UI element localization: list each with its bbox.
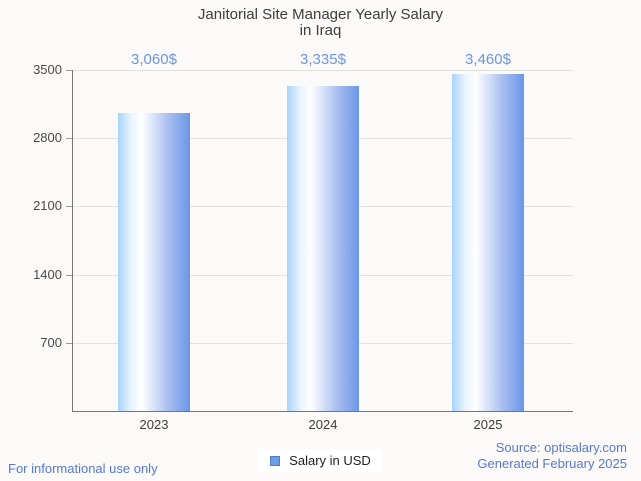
y-tick-label: 2800 — [33, 130, 62, 145]
x-axis-line — [72, 411, 573, 412]
x-tick-label: 2024 — [308, 417, 338, 432]
legend-swatch-icon — [270, 455, 281, 466]
legend: Salary in USD — [0, 449, 641, 472]
bar-value-label: 3,335$ — [300, 51, 346, 68]
legend-label: Salary in USD — [289, 453, 371, 468]
x-tick-label: 2025 — [473, 417, 503, 432]
chart-title: Janitorial Site Manager Yearly Salary in… — [0, 7, 641, 39]
y-tick-mark — [66, 275, 73, 276]
bar-value-label: 3,060$ — [131, 51, 177, 68]
chart-title-line1: Janitorial Site Manager Yearly Salary — [197, 6, 444, 23]
x-tick-label: 2023 — [139, 417, 169, 432]
generated-line: Generated February 2025 — [477, 456, 627, 471]
bar-2023[interactable] — [118, 113, 190, 411]
legend-item: Salary in USD — [258, 449, 383, 472]
y-axis-line — [72, 70, 73, 411]
y-tick-label: 700 — [40, 335, 62, 350]
disclaimer-text: For informational use only — [8, 461, 158, 476]
bar-2024[interactable] — [287, 86, 359, 411]
y-tick-mark — [66, 343, 73, 344]
chart-title-line2: in Iraq — [299, 22, 342, 39]
bar-value-label: 3,460$ — [465, 51, 511, 68]
y-tick-mark — [66, 138, 73, 139]
y-tick-label: 1400 — [33, 267, 62, 282]
y-tick-mark — [66, 206, 73, 207]
y-tick-mark — [66, 70, 73, 71]
source-attribution: Source: optisalary.com Generated Februar… — [477, 440, 627, 472]
y-tick-label: 2100 — [33, 198, 62, 213]
bar-2025[interactable] — [452, 74, 524, 411]
y-tick-label: 3500 — [33, 62, 62, 77]
gridline — [73, 70, 573, 71]
source-line: Source: optisalary.com — [495, 440, 627, 455]
